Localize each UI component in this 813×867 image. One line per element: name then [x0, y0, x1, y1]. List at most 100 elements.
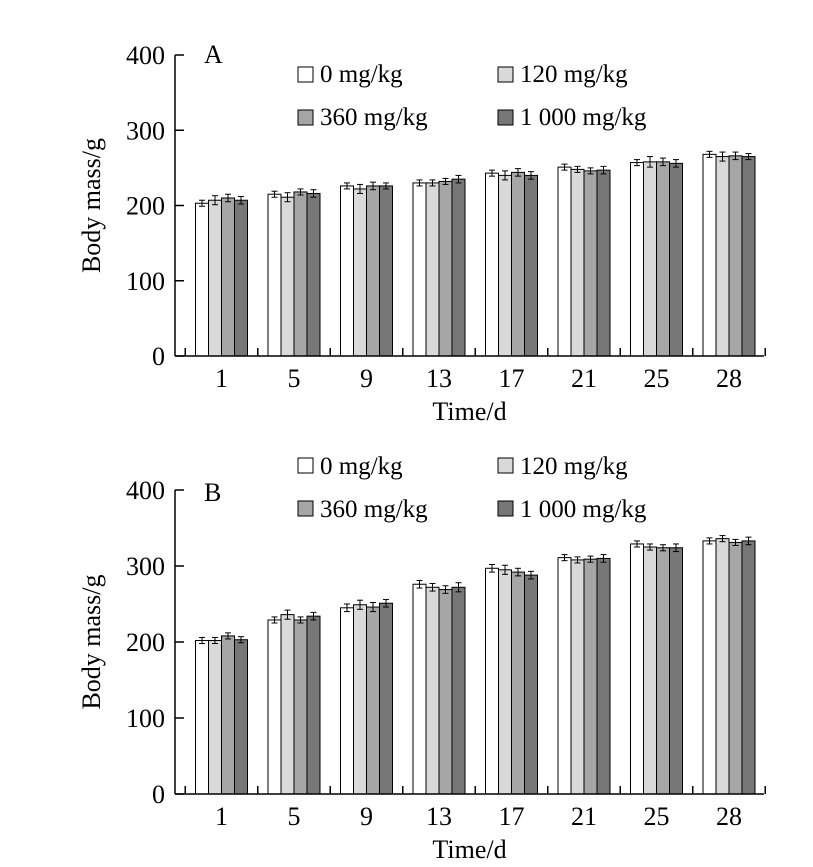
bar: [741, 540, 756, 795]
bar: [280, 196, 295, 357]
bar: [715, 538, 730, 795]
bar: [669, 162, 683, 357]
bar: [702, 540, 717, 795]
bar: [267, 193, 282, 357]
legend-label: 0 mg/kg: [320, 453, 403, 480]
y-tick-label: 200: [126, 192, 165, 221]
bar: [366, 606, 380, 795]
bar: [485, 172, 499, 357]
bar: [451, 178, 466, 357]
y-tick-label: 400: [126, 41, 165, 70]
bar: [630, 543, 644, 795]
y-tick-label: 0: [152, 342, 165, 371]
y-tick-label: 400: [126, 476, 165, 505]
y-tick-label: 300: [126, 116, 165, 145]
x-axis-title: Time/d: [432, 397, 506, 426]
bar: [306, 615, 321, 795]
bar: [570, 168, 585, 357]
bar: [366, 185, 380, 357]
legend: 0 mg/kg 120 mg/kg 360 mg/kg 1 000 mg/kg: [297, 61, 647, 131]
bar: [511, 571, 525, 795]
x-axis-title: Time/d: [432, 835, 506, 864]
bar: [643, 161, 657, 357]
y-axis-title: Body mass/g: [77, 574, 106, 709]
legend-swatch: [497, 500, 514, 517]
bar: [451, 586, 466, 795]
bar: [498, 174, 512, 357]
x-tick-label: 13: [426, 364, 452, 393]
chart-panel-b: 0 mg/kg 120 mg/kg 360 mg/kg 1 000 mg/kg …: [77, 453, 766, 864]
bar: [669, 547, 683, 795]
bar: [656, 161, 670, 357]
panel-label: A: [204, 40, 223, 69]
legend-label: 1 000 mg/kg: [520, 104, 647, 131]
bar: [728, 155, 743, 357]
y-tick-label: 100: [126, 267, 165, 296]
bar: [728, 541, 743, 795]
bar: [524, 574, 538, 795]
bar: [280, 614, 295, 795]
bar: [353, 604, 367, 795]
bar: [702, 153, 717, 357]
legend-label: 1 000 mg/kg: [520, 496, 647, 523]
bar: [208, 199, 222, 357]
x-tick-label: 25: [644, 364, 670, 393]
legend-label: 360 mg/kg: [320, 104, 428, 131]
bar: [596, 169, 611, 357]
legend-swatch: [297, 500, 314, 517]
bar: [379, 602, 393, 795]
bar: [195, 202, 209, 357]
legend-swatch: [297, 457, 314, 474]
legend-label: 360 mg/kg: [320, 496, 428, 523]
bar: [379, 185, 393, 357]
x-tick-label: 17: [499, 802, 525, 831]
bar: [340, 607, 354, 795]
x-tick-label: 21: [571, 802, 597, 831]
x-tick-label: 5: [288, 364, 301, 393]
x-tick-label: 28: [716, 802, 742, 831]
legend-label: 0 mg/kg: [320, 61, 403, 88]
chart-panel-a: 0 mg/kg 120 mg/kg 360 mg/kg 1 000 mg/kg …: [77, 40, 766, 426]
bar: [596, 557, 611, 795]
y-axis-title: Body mass/g: [77, 138, 106, 273]
bar: [741, 156, 756, 357]
bar: [583, 170, 598, 357]
bar: [221, 197, 235, 357]
x-tick-label: 5: [288, 802, 301, 831]
bar: [340, 185, 354, 357]
bar: [715, 156, 730, 357]
bar: [293, 619, 308, 795]
bar: [557, 166, 572, 357]
bar: [485, 567, 499, 795]
bar: [425, 182, 440, 357]
legend-label: 120 mg/kg: [520, 61, 628, 88]
bar: [425, 586, 440, 795]
legend-swatch: [497, 66, 514, 83]
x-tick-label: 1: [215, 802, 228, 831]
legend-label: 120 mg/kg: [520, 453, 628, 480]
bar: [412, 583, 427, 795]
bar: [353, 188, 367, 357]
bar: [293, 191, 308, 357]
bar: [221, 635, 235, 795]
bar: [557, 557, 572, 795]
bar: [234, 199, 248, 357]
bar: [583, 558, 598, 795]
x-tick-label: 13: [426, 802, 452, 831]
bar: [438, 180, 453, 357]
y-tick-label: 200: [126, 628, 165, 657]
y-tick-label: 0: [152, 780, 165, 809]
y-tick-label: 300: [126, 552, 165, 581]
bar: [511, 171, 525, 357]
bar: [438, 589, 453, 795]
bar: [643, 546, 657, 795]
legend-swatch: [497, 457, 514, 474]
x-tick-label: 17: [499, 364, 525, 393]
bar: [656, 547, 670, 795]
bar: [306, 192, 321, 357]
x-tick-label: 9: [360, 364, 373, 393]
legend: 0 mg/kg 120 mg/kg 360 mg/kg 1 000 mg/kg: [297, 453, 647, 523]
bar: [524, 174, 538, 357]
x-tick-label: 21: [571, 364, 597, 393]
